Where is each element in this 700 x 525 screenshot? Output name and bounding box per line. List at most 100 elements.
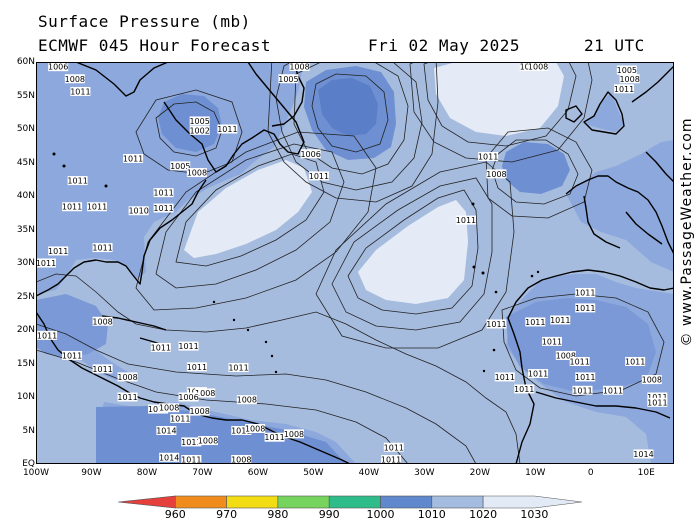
pressure-label: 1006: [178, 392, 199, 402]
pressure-label: 1011: [309, 171, 329, 181]
pressure-value: 1011: [572, 386, 592, 395]
pressure-label: 1010: [128, 206, 149, 216]
legend-swatch: [226, 495, 279, 509]
pressure-label: 1011: [647, 397, 668, 407]
pressure-value: 1005: [617, 66, 637, 75]
pressure-label: 1011: [151, 342, 171, 352]
lon-label: 10E: [637, 468, 655, 478]
legend-tick-label: 970: [216, 508, 238, 521]
pressure-label: 1011: [514, 384, 534, 394]
pressure-label: 1011: [486, 319, 507, 329]
pressure-label: 1011: [67, 176, 88, 186]
pressure-value: 1011: [87, 203, 107, 212]
pressure-label: 1011: [117, 392, 138, 402]
pressure-value: 1008: [237, 396, 257, 405]
lat-label: 25N: [16, 291, 35, 302]
lat-label: 20N: [16, 325, 35, 335]
high-1020-north: [434, 62, 564, 136]
pressure-label: 1011: [178, 341, 199, 351]
pressure-label: 1011: [153, 188, 174, 198]
pressure-value: 1011: [542, 337, 562, 346]
pressure-label: 1011: [228, 363, 249, 373]
lon-label: 60W: [247, 468, 269, 478]
pressure-value: 1011: [381, 456, 401, 465]
pressure-label: 1011: [647, 392, 668, 402]
pressure-value: 1006: [300, 150, 320, 159]
pressure-value: 1011: [625, 357, 645, 366]
pressure-value: 1011: [92, 244, 112, 253]
pressure-value: 1011: [153, 189, 173, 198]
pressure-value: 1011: [575, 373, 595, 382]
lon-label: 100W: [22, 468, 50, 478]
pressure-label: 1008: [198, 436, 218, 446]
pressure-label: 1011: [575, 372, 595, 382]
pressure-label: 1011: [625, 356, 645, 366]
forecast-date: Fri 02 May 2025: [368, 36, 520, 55]
pressure-label: 1005: [617, 65, 637, 75]
pressure-value: 1008: [486, 170, 506, 179]
pressure-label: 1008: [642, 375, 662, 385]
pressure-label: 1011: [456, 215, 476, 225]
lat-label: 40N: [16, 191, 35, 201]
pressure-label: 1008: [195, 388, 215, 398]
pressure-label: 1005: [278, 74, 299, 84]
pressure-label: 1008: [65, 74, 85, 84]
pressure-value: 1011: [36, 259, 56, 268]
pressure-value: 1008: [231, 456, 251, 465]
pressure-value: 1011: [647, 398, 667, 407]
pressure-label: 1011: [614, 84, 634, 94]
pressure-value: 1008: [528, 63, 548, 72]
pressure-value: 1010: [128, 207, 148, 216]
legend-tick-label: 960: [164, 508, 186, 521]
pressure-value: 1006: [178, 393, 198, 402]
pressure-value: 1011: [384, 443, 404, 452]
legend-swatch: [380, 495, 433, 509]
pressure-value: 1002: [189, 126, 209, 135]
pressure-label: 1011: [264, 432, 285, 442]
pressure-label: 1011: [87, 202, 107, 212]
pressure-label: 1011: [123, 153, 143, 163]
pressure-label: 1011: [181, 455, 202, 464]
pressure-label: 1011: [48, 246, 68, 256]
pressure-label: 1011: [381, 455, 401, 464]
pressure-value: 1011: [264, 433, 284, 442]
pressure-value: 1011: [575, 288, 595, 297]
pressure-value: 1011: [217, 125, 237, 134]
pressure-value: 1008: [65, 75, 85, 84]
legend-swatch: [328, 495, 381, 509]
lon-label: 40W: [358, 468, 380, 478]
pressure-label: 1011: [153, 203, 174, 213]
pressure-value: 1011: [647, 393, 667, 402]
pressure-value: 1008: [189, 407, 209, 416]
legend-swatch: [118, 495, 176, 509]
pressure-value: 1011: [48, 247, 68, 256]
pressure-value: 1011: [151, 343, 171, 352]
lon-label: 10W: [525, 468, 546, 478]
high-1020-central: [358, 200, 468, 304]
pressure-label: 1011: [70, 86, 91, 96]
lat-label: 30N: [16, 258, 35, 268]
pressure-value: 1014: [633, 450, 653, 459]
lat-label: 55N: [16, 90, 35, 101]
pressure-label: 1011: [572, 385, 593, 395]
pressure-label: 1008: [117, 372, 138, 382]
low-1010-iberia: [502, 142, 570, 194]
pressure-value: 1011: [575, 304, 595, 313]
pressure-label: 1011: [231, 426, 251, 436]
lat-label: 60N: [16, 57, 35, 67]
pressure-value: 1014: [159, 453, 179, 462]
pressure-label: 1011: [37, 330, 57, 340]
pressure-label: 1011: [62, 202, 82, 212]
pressure-label: 1011: [384, 442, 404, 452]
pressure-label: 1008: [289, 62, 310, 72]
pressure-label: 1011: [603, 385, 623, 395]
lat-label: 35N: [16, 224, 35, 235]
pressure-value: 1008: [198, 437, 218, 446]
pressure-value: 1011: [570, 357, 590, 366]
pressure-label: 1008: [245, 423, 265, 433]
legend-tick-label: 1020: [469, 508, 498, 521]
pressure-label: 1014: [156, 426, 177, 436]
pressure-value: 1011: [456, 216, 476, 225]
